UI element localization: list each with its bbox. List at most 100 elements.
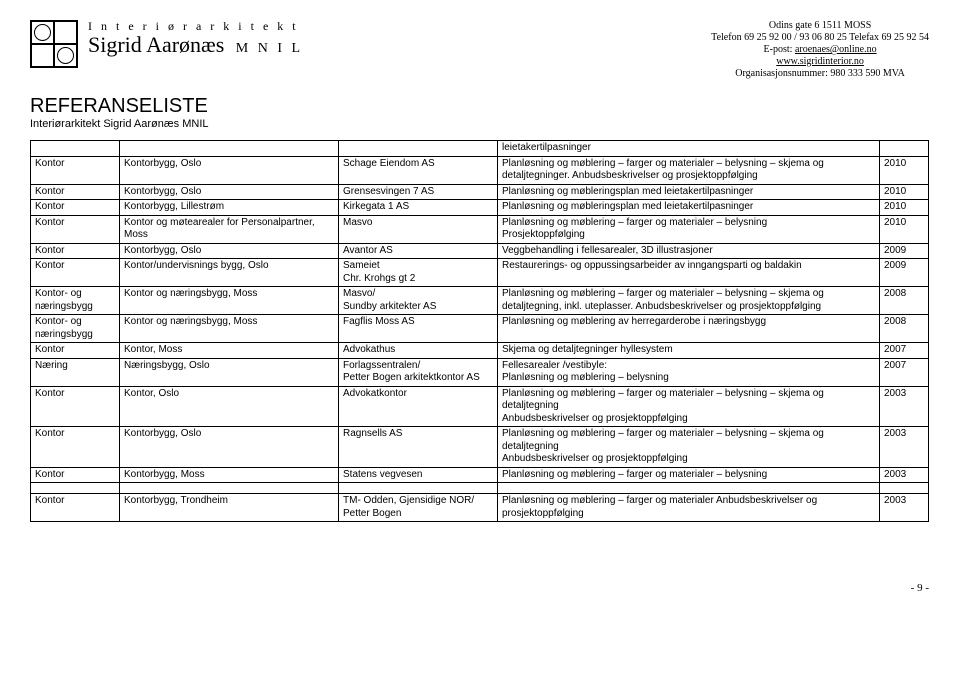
page-subtitle: Interiørarkitekt Sigrid Aarønæs MNIL xyxy=(30,118,929,130)
page-title: REFERANSELISTE xyxy=(30,95,929,118)
cell-description: Fellesarealer /vestibyle:Planløsning og … xyxy=(498,358,880,386)
cell-year: 2009 xyxy=(880,243,929,259)
table-row: KontorKontorbygg, OsloAvantor ASVeggbeha… xyxy=(31,243,929,259)
cell-project: Kontor, Moss xyxy=(120,343,339,359)
cell-description: Planløsning og møblering – farger og mat… xyxy=(498,467,880,483)
cell-client: Masvo/Sundby arkitekter AS xyxy=(339,287,498,315)
cell-project: Kontor og møtearealer for Personalpartne… xyxy=(120,215,339,243)
cell-type: Kontor xyxy=(31,259,120,287)
cell-description: Planløsning og møbleringsplan med leieta… xyxy=(498,184,880,200)
brand-block: I n t e r i ø r a r k i t e k t Sigrid A… xyxy=(30,20,303,80)
cell-client: SameietChr. Krohgs gt 2 xyxy=(339,259,498,287)
cell-year: 2008 xyxy=(880,315,929,343)
cell-project xyxy=(120,141,339,157)
table-row: Kontor- og næringsbyggKontor og næringsb… xyxy=(31,315,929,343)
cell-year: 2007 xyxy=(880,358,929,386)
cell-project: Kontorbygg, Lillestrøm xyxy=(120,200,339,216)
title-block: REFERANSELISTE Interiørarkitekt Sigrid A… xyxy=(30,95,929,130)
reference-table: leietakertilpasningerKontorKontorbygg, O… xyxy=(30,140,929,522)
email-link[interactable]: aroenaes@online.no xyxy=(795,44,877,55)
brand-suffix: M N I L xyxy=(236,41,303,56)
table-row: KontorKontorbygg, LillestrømKirkegata 1 … xyxy=(31,200,929,216)
cell-client: Masvo xyxy=(339,215,498,243)
cell-year: 2007 xyxy=(880,343,929,359)
cell-type: Kontor xyxy=(31,243,120,259)
cell-project: Kontorbygg, Oslo xyxy=(120,184,339,200)
cell-type: Kontor xyxy=(31,184,120,200)
logo-icon xyxy=(30,20,78,68)
table-row: KontorKontorbygg, OsloRagnsells ASPlanlø… xyxy=(31,427,929,468)
cell-client: Avantor AS xyxy=(339,243,498,259)
cell-year xyxy=(880,141,929,157)
table-row: KontorKontorbygg, TrondheimTM- Odden, Gj… xyxy=(31,494,929,522)
cell-client: Advokatkontor xyxy=(339,386,498,427)
table-row: KontorKontor, MossAdvokathusSkjema og de… xyxy=(31,343,929,359)
cell-year: 2010 xyxy=(880,215,929,243)
cell-type: Kontor- og næringsbygg xyxy=(31,287,120,315)
cell-client: Forlagssentralen/Petter Bogen arkitektko… xyxy=(339,358,498,386)
cell-year: 2003 xyxy=(880,494,929,522)
cell-project: Kontorbygg, Oslo xyxy=(120,243,339,259)
cell-type: Kontor xyxy=(31,343,120,359)
brand-text: I n t e r i ø r a r k i t e k t Sigrid A… xyxy=(88,20,303,57)
cell-description: leietakertilpasninger xyxy=(498,141,880,157)
table-row: leietakertilpasninger xyxy=(31,141,929,157)
cell-client: TM- Odden, Gjensidige NOR/ Petter Bogen xyxy=(339,494,498,522)
cell-description: Planløsning og møblering – farger og mat… xyxy=(498,427,880,468)
cell-project: Næringsbygg, Oslo xyxy=(120,358,339,386)
brand-name: Sigrid Aarønæs M N I L xyxy=(88,33,303,57)
table-row: KontorKontorbygg, OsloGrensesvingen 7 AS… xyxy=(31,184,929,200)
contact-block: Odins gate 6 1511 MOSS Telefon 69 25 92 … xyxy=(711,20,929,80)
cell-type: Kontor xyxy=(31,215,120,243)
cell-year: 2009 xyxy=(880,259,929,287)
page-header: I n t e r i ø r a r k i t e k t Sigrid A… xyxy=(30,20,929,80)
cell-year: 2010 xyxy=(880,184,929,200)
cell-project: Kontor og næringsbygg, Moss xyxy=(120,287,339,315)
table-row: Kontor- og næringsbyggKontor og næringsb… xyxy=(31,287,929,315)
cell-project: Kontor/undervisnings bygg, Oslo xyxy=(120,259,339,287)
cell-year: 2003 xyxy=(880,386,929,427)
cell-year: 2003 xyxy=(880,467,929,483)
table-row: KontorKontorbygg, OsloSchage Eiendom ASP… xyxy=(31,156,929,184)
cell-type: Næring xyxy=(31,358,120,386)
cell-description: Veggbehandling i fellesarealer, 3D illus… xyxy=(498,243,880,259)
cell-year: 2008 xyxy=(880,287,929,315)
email-label: E-post: xyxy=(764,44,793,55)
cell-client: Statens vegvesen xyxy=(339,467,498,483)
cell-project: Kontorbygg, Oslo xyxy=(120,427,339,468)
email-line: E-post: aroenaes@online.no xyxy=(711,44,929,56)
cell-project: Kontorbygg, Moss xyxy=(120,467,339,483)
table-row: NæringNæringsbygg, OsloForlagssentralen/… xyxy=(31,358,929,386)
cell-client: Kirkegata 1 AS xyxy=(339,200,498,216)
cell-project: Kontorbygg, Trondheim xyxy=(120,494,339,522)
address-line: Odins gate 6 1511 MOSS xyxy=(711,20,929,32)
table-row: KontorKontor og møtearealer for Personal… xyxy=(31,215,929,243)
cell-type: Kontor xyxy=(31,494,120,522)
page-number: - 9 - xyxy=(30,582,929,594)
cell-client: Fagflis Moss AS xyxy=(339,315,498,343)
cell-client: Ragnsells AS xyxy=(339,427,498,468)
cell-client: Grensesvingen 7 AS xyxy=(339,184,498,200)
cell-description: Restaurerings- og oppussingsarbeider av … xyxy=(498,259,880,287)
cell-type xyxy=(31,141,120,157)
cell-project: Kontorbygg, Oslo xyxy=(120,156,339,184)
table-row: KontorKontorbygg, MossStatens vegvesenPl… xyxy=(31,467,929,483)
cell-client: Schage Eiendom AS xyxy=(339,156,498,184)
cell-description: Planløsning og møblering – farger og mat… xyxy=(498,287,880,315)
table-spacer xyxy=(31,483,929,494)
cell-project: Kontor, Oslo xyxy=(120,386,339,427)
cell-description: Planløsning og møbleringsplan med leieta… xyxy=(498,200,880,216)
brand-name-text: Sigrid Aarønæs xyxy=(88,32,224,57)
cell-description: Planløsning og møblering – farger og mat… xyxy=(498,386,880,427)
cell-type: Kontor- og næringsbygg xyxy=(31,315,120,343)
cell-year: 2003 xyxy=(880,427,929,468)
cell-type: Kontor xyxy=(31,386,120,427)
table-row: KontorKontor, OsloAdvokatkontorPlanløsni… xyxy=(31,386,929,427)
cell-description: Planløsning og møblering – farger og mat… xyxy=(498,494,880,522)
cell-client: Advokathus xyxy=(339,343,498,359)
website-link[interactable]: www.sigridinterior.no xyxy=(776,56,864,67)
cell-type: Kontor xyxy=(31,200,120,216)
cell-year: 2010 xyxy=(880,200,929,216)
orgnr-line: Organisasjonsnummer: 980 333 590 MVA xyxy=(711,68,929,80)
cell-type: Kontor xyxy=(31,156,120,184)
